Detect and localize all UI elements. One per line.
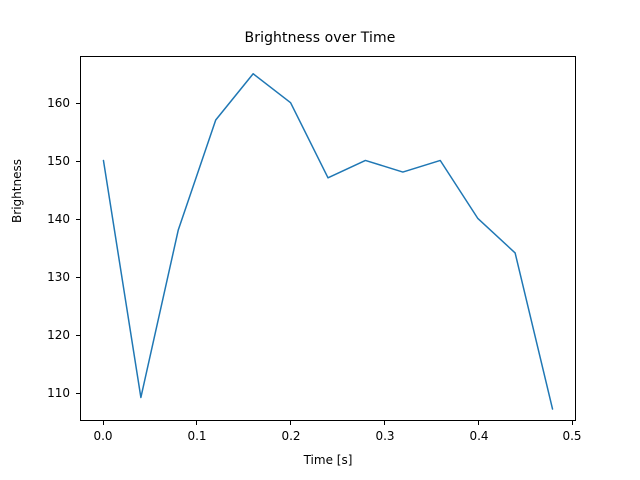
x-tick-mark [478,421,480,425]
y-tick-label: 160 [47,96,70,110]
y-tick-label: 140 [47,212,70,226]
x-tick-mark [572,421,574,425]
y-tick-label: 120 [47,328,70,342]
brightness-line-series [102,73,554,410]
plot-area [80,56,576,421]
y-tick-mark [76,335,80,337]
x-tick-mark [102,421,104,425]
y-tick-mark [76,277,80,279]
x-axis-label: Time [s] [303,453,353,467]
x-tick-label: 0.3 [375,429,395,443]
page-title: Brightness over Time [244,30,396,46]
data-series-svg [102,73,554,410]
y-tick-mark [76,103,80,105]
y-tick-mark [76,219,80,221]
y-tick-label: 150 [47,154,70,168]
x-tick-label: 0.0 [93,429,113,443]
x-tick-label: 0.5 [562,429,582,443]
x-tick-label: 0.2 [281,429,301,443]
y-tick-mark [76,161,80,163]
x-tick-label: 0.1 [187,429,207,443]
y-tick-mark [76,393,80,395]
x-tick-mark [384,421,386,425]
x-tick-mark [290,421,292,425]
x-tick-label: 0.4 [469,429,489,443]
y-axis-label: Brightness [10,159,24,223]
y-tick-label: 110 [47,386,70,400]
x-tick-mark [196,421,198,425]
y-tick-label: 130 [47,270,70,284]
